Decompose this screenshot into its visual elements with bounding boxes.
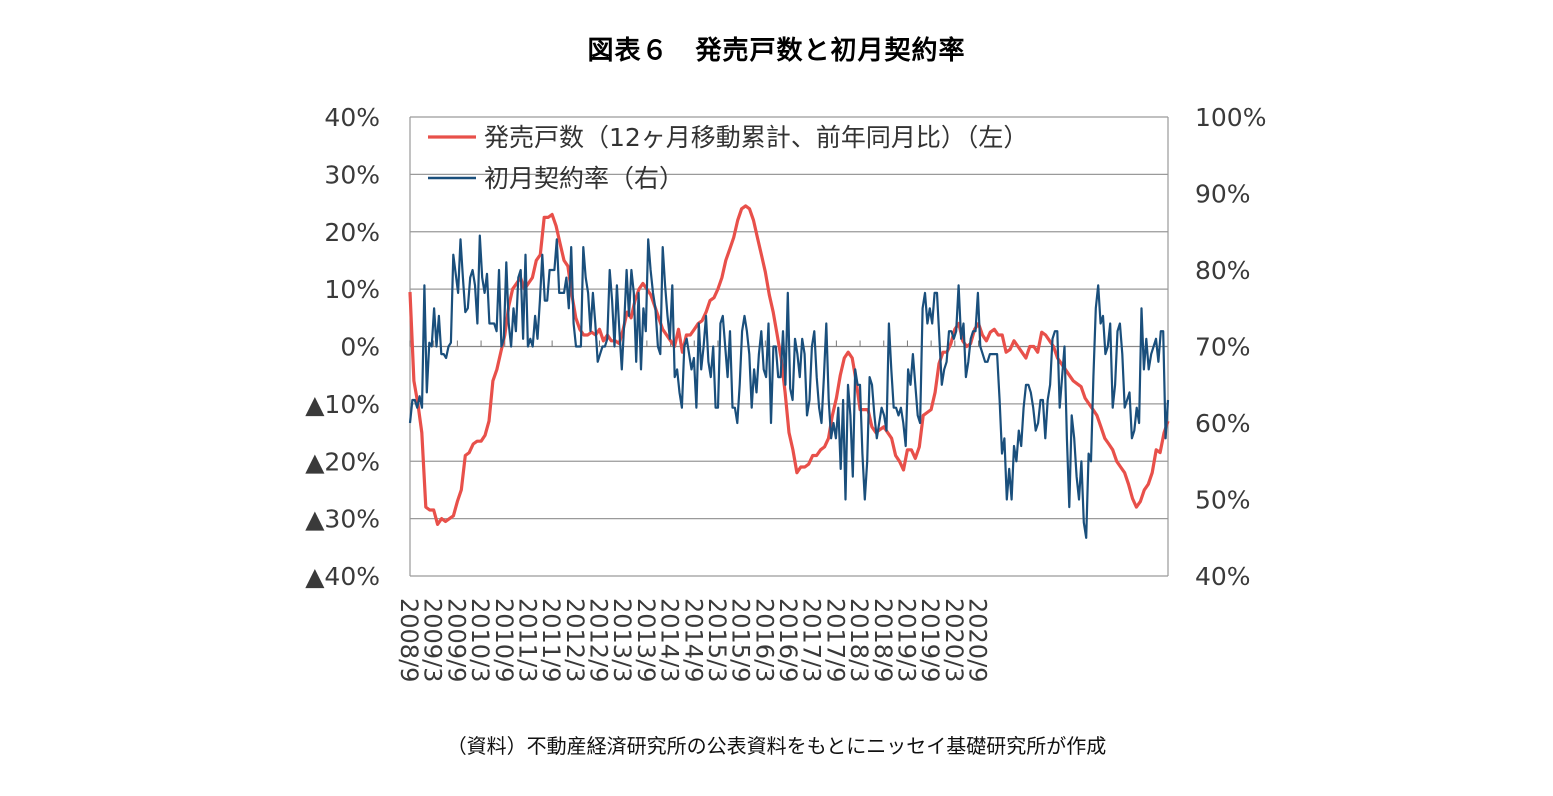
series-line-contract-rate	[408, 234, 1170, 539]
x-tick-label: 2012/3	[561, 598, 589, 682]
x-tick-label: 2015/9	[727, 598, 755, 682]
y-left-tick-label: 20%	[324, 218, 380, 247]
grid-layer	[410, 116, 1168, 520]
y-left-tick-label: 40%	[324, 103, 380, 132]
x-tick-label: 2020/3	[940, 598, 968, 682]
x-tick-label: 2013/9	[632, 598, 660, 682]
x-tick-label: 2015/3	[703, 598, 731, 682]
legend: 発売戸数（12ヶ月移動累計、前年同月比）（左） 初月契約率（右）	[428, 123, 1028, 193]
y-right-tick-label: 80%	[1195, 256, 1251, 285]
legend-label: 初月契約率（右）	[484, 164, 684, 193]
y-right-tick-label: 50%	[1195, 486, 1251, 515]
y-right-tick-label: 60%	[1195, 409, 1251, 438]
legend-label: 発売戸数（12ヶ月移動累計、前年同月比）（左）	[484, 123, 1028, 152]
y-right-tick-label: 70%	[1195, 333, 1251, 362]
x-tick-label: 2008/9	[395, 598, 423, 682]
x-tick-label: 2017/9	[821, 598, 849, 682]
x-tick-label: 2016/9	[774, 598, 802, 682]
x-tick-label: 2017/3	[798, 598, 826, 682]
x-tick-label: 2009/9	[442, 598, 470, 682]
y-right-tick-label: 90%	[1195, 180, 1251, 209]
x-tick-label: 2011/9	[537, 598, 565, 682]
x-tick-label: 2018/3	[845, 598, 873, 682]
x-tick-label: 2018/9	[869, 598, 897, 682]
x-tick-label: 2014/9	[679, 598, 707, 682]
y-left-tick-label: 30%	[324, 160, 380, 189]
x-tick-label: 2013/3	[608, 598, 636, 682]
x-tick-label: 2020/9	[964, 598, 992, 682]
y-left-tick-label: 10%	[324, 275, 380, 304]
y-left-tick-label: 0%	[340, 333, 380, 362]
y-left-tick-label: ▲20%	[305, 447, 380, 476]
x-tick-label: 2019/9	[916, 598, 944, 682]
x-tick-label: 2016/3	[750, 598, 778, 682]
series-line-sales-units	[408, 204, 1170, 527]
x-tick-label: 2014/3	[656, 598, 684, 682]
y-left-tick-label: ▲10%	[305, 390, 380, 419]
axis-layer: 40% 30% 20% 10% 0% ▲10% ▲20% ▲30% ▲40% 100% 90% 80%…	[305, 103, 1266, 682]
y-right-tick-label: 40%	[1195, 562, 1251, 591]
y-right-tick-label: 100%	[1195, 103, 1266, 132]
x-tick-label: 2019/3	[892, 598, 920, 682]
x-tick-label: 2012/9	[585, 598, 613, 682]
x-tick-label: 2010/3	[466, 598, 494, 682]
series-layer	[408, 204, 1170, 539]
y-left-tick-label: ▲40%	[305, 562, 380, 591]
x-tick-label: 2010/9	[490, 598, 518, 682]
source-note: （資料）不動産経済研究所の公表資料をもとにニッセイ基礎研究所が作成	[446, 734, 1107, 758]
y-left-tick-label: ▲30%	[305, 505, 380, 534]
chart-title: 図表６ 発売戸数と初月契約率	[587, 36, 966, 66]
x-tick-label: 2011/3	[513, 598, 541, 682]
x-tick-label: 2009/3	[419, 598, 447, 682]
